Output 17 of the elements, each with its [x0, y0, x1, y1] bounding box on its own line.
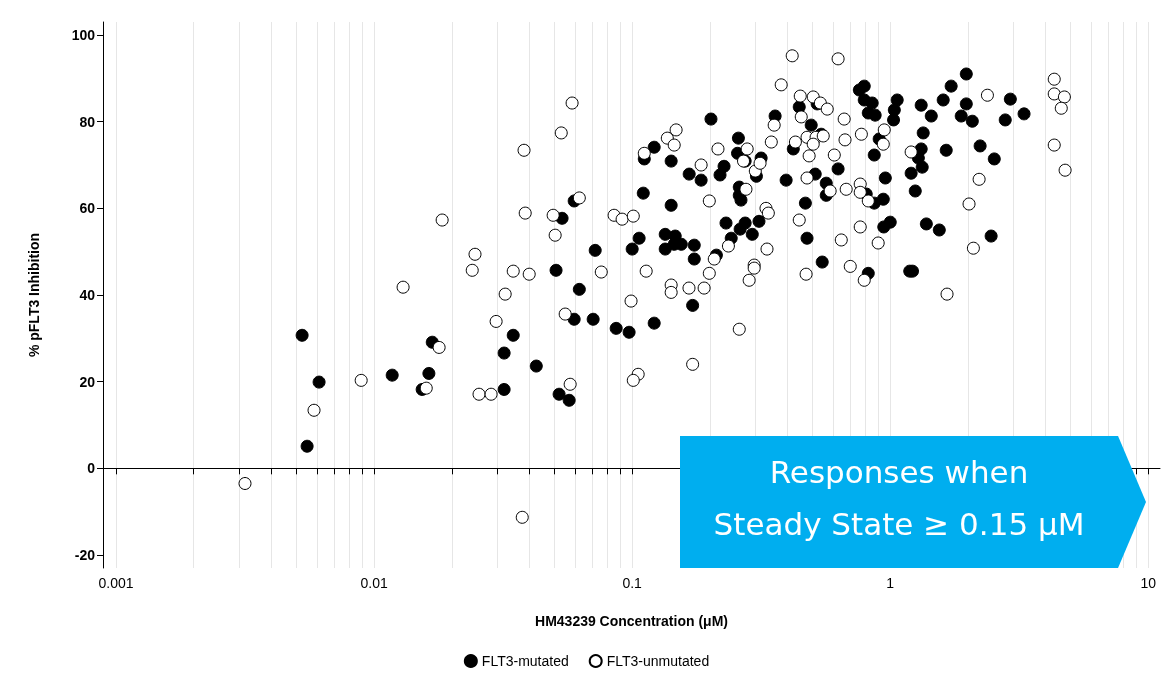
y-axis-title: % pFLT3 Inhibition: [26, 232, 42, 358]
x-tick-label: 1: [886, 575, 895, 591]
x-axis-title: HM43239 Concentration (μM): [535, 613, 728, 629]
y-tick-label: 100: [71, 27, 96, 43]
y-tick-label: 60: [79, 200, 96, 217]
x-tick-label: 10: [1140, 575, 1157, 591]
x-tick-label: 0.001: [98, 575, 134, 591]
legend-label: FLT3-mutated: [481, 653, 569, 669]
annotation: Responses when Steady State ≥ 0.15 μM: [712, 453, 1086, 544]
y-tick-label: 20: [79, 373, 96, 390]
x-tick-label: 0.01: [360, 575, 388, 591]
legend-label: FLT3-unmutated: [606, 653, 710, 669]
y-tick-label: -20: [74, 547, 96, 563]
y-tick-label: 40: [79, 287, 96, 303]
y-tick-label: 80: [79, 113, 96, 130]
x-tick-label: 0.1: [622, 575, 643, 591]
y-tick-label: 0: [87, 460, 96, 477]
